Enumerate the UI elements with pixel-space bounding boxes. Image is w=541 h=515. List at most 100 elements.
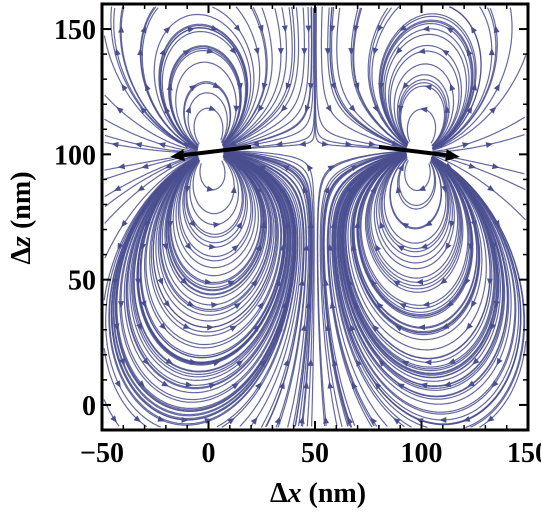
- streamline-arrow: [303, 381, 310, 389]
- streamline-arrow: [182, 49, 191, 56]
- streamline-arrow: [113, 185, 122, 191]
- streamline-arrow: [397, 245, 405, 252]
- streamline: [161, 154, 270, 306]
- streamline: [224, 150, 315, 427]
- dipole-arrows: [170, 144, 460, 162]
- streamline-arrow: [420, 106, 428, 113]
- streamline-arrow: [250, 279, 258, 287]
- y-axis-label: Δz (nm): [6, 171, 37, 264]
- streamline-arrow: [236, 82, 243, 91]
- streamline: [224, 151, 308, 428]
- streamline-arrow: [487, 185, 495, 192]
- streamline-arrow: [391, 140, 400, 146]
- streamline: [320, 151, 406, 428]
- streamline: [224, 151, 313, 427]
- streamline-arrow: [283, 359, 290, 367]
- streamline-arrow: [420, 243, 428, 249]
- streamline: [119, 6, 199, 151]
- streamline: [336, 7, 407, 149]
- streamline: [334, 152, 520, 421]
- streamline: [368, 154, 460, 283]
- streamline-arrow: [345, 141, 353, 147]
- streamline-arrow: [252, 324, 260, 332]
- dipole-2-head: [445, 149, 460, 162]
- streamline-arrow: [302, 186, 309, 194]
- streamline: [224, 7, 305, 150]
- streamline: [398, 78, 448, 147]
- streamline-arrow: [378, 359, 386, 367]
- streamline: [223, 7, 273, 147]
- streamline-arrow: [274, 416, 281, 425]
- streamline-arrow: [110, 415, 117, 423]
- streamline: [353, 154, 478, 328]
- streamline-arrow: [229, 325, 238, 332]
- streamline-arrow: [301, 323, 307, 332]
- streamline-arrow: [424, 359, 432, 366]
- streamline-arrow: [141, 163, 149, 169]
- streamline: [224, 152, 305, 428]
- x-tick-label: 50: [301, 438, 329, 469]
- streamline-arrow: [279, 243, 286, 251]
- streamline-arrow: [111, 141, 119, 148]
- streamline: [123, 153, 292, 394]
- streamline: [334, 152, 517, 415]
- streamline-arrow: [321, 140, 330, 147]
- x-tick-label: 0: [202, 438, 216, 469]
- streamline: [103, 118, 197, 153]
- streamline-arrow: [231, 244, 239, 252]
- streamline-arrow: [402, 82, 409, 90]
- streamline-arrow: [157, 277, 163, 286]
- streamline-arrow: [227, 280, 236, 287]
- streamline-arrow: [233, 24, 241, 32]
- streamline: [339, 152, 505, 389]
- streamline-arrow: [449, 220, 455, 228]
- streamline-arrow: [209, 243, 217, 250]
- streamline: [432, 6, 482, 150]
- streamline-arrow: [303, 243, 310, 251]
- streamline-arrow: [235, 164, 243, 172]
- y-tick-label: 0: [82, 391, 96, 422]
- streamline-arrow: [440, 277, 448, 285]
- streamline-arrow: [444, 105, 451, 113]
- streamline-arrow: [351, 165, 359, 171]
- streamline-arrow: [185, 105, 192, 114]
- streamline: [389, 156, 442, 230]
- streamline: [170, 50, 241, 148]
- streamline: [212, 6, 255, 146]
- streamline-arrow: [492, 163, 500, 170]
- streamline: [216, 152, 298, 428]
- streamline: [432, 7, 513, 151]
- streamline-arrow: [493, 83, 500, 92]
- streamline-arrow: [487, 278, 493, 286]
- streamline-arrow: [181, 142, 190, 149]
- streamline-arrow: [182, 323, 191, 329]
- streamline-arrow: [418, 185, 426, 191]
- streamline: [167, 155, 265, 292]
- streamline: [350, 153, 483, 341]
- streamline-arrow: [208, 105, 216, 111]
- streamline-arrow: [189, 84, 197, 92]
- streamline-arrow: [207, 324, 215, 331]
- streamline-arrow: [418, 48, 426, 54]
- streamline-arrow: [117, 163, 126, 170]
- streamline: [378, 13, 477, 149]
- streamline: [432, 55, 527, 151]
- streamline: [199, 160, 226, 191]
- streamline: [371, 6, 407, 146]
- y-tick-label: 50: [68, 266, 96, 297]
- streamline: [192, 158, 235, 215]
- streamline: [145, 153, 282, 346]
- streamline: [223, 150, 314, 427]
- streamline: [345, 153, 491, 359]
- streamline: [404, 160, 431, 192]
- streamline: [331, 7, 406, 149]
- streamline: [336, 152, 512, 405]
- streamline: [396, 74, 450, 147]
- streamline: [393, 63, 455, 147]
- streamline: [344, 153, 493, 363]
- streamline-arrow: [348, 104, 356, 112]
- streamline-arrow: [114, 48, 121, 56]
- streamline: [329, 152, 407, 427]
- streamline: [337, 153, 508, 397]
- streamline-arrow: [375, 244, 381, 252]
